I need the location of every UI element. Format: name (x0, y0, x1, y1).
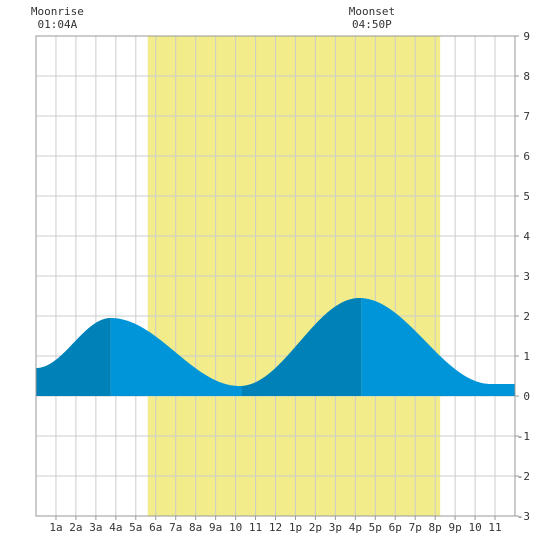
x-tick-label: 10 (229, 521, 242, 534)
x-tick-label: 8p (429, 521, 442, 534)
tide-area (36, 298, 515, 396)
moon-event-time: 01:04A (37, 18, 77, 31)
x-tick-label: 6p (389, 521, 402, 534)
moon-event-title: Moonset (349, 5, 395, 18)
y-tick-label: -2 (517, 470, 530, 483)
y-tick-label: 5 (523, 190, 530, 203)
y-tick-label: -1 (517, 430, 530, 443)
tide-segment (110, 318, 242, 396)
grid-lines (36, 36, 515, 516)
x-tick-label: 9a (209, 521, 222, 534)
x-tick-label: 1a (49, 521, 62, 534)
x-tick-label: 6a (149, 521, 162, 534)
y-tick-label: 7 (523, 110, 530, 123)
y-tick-label: 3 (523, 270, 530, 283)
moon-event-time: 04:50P (352, 18, 392, 31)
x-tick-label: 12 (269, 521, 282, 534)
x-tick-label: 1p (289, 521, 302, 534)
x-tick-label: 8a (189, 521, 202, 534)
y-tick-label: -3 (517, 510, 530, 523)
x-tick-label: 11 (488, 521, 501, 534)
x-tick-label: 10 (468, 521, 481, 534)
x-tick-label: 3p (329, 521, 342, 534)
x-tick-label: 7a (169, 521, 182, 534)
x-tick-label: 7p (409, 521, 422, 534)
y-tick-label: 1 (523, 350, 530, 363)
x-tick-label: 3a (89, 521, 102, 534)
x-tick-label: 2a (69, 521, 82, 534)
tide-segment (36, 318, 111, 396)
tide-segment (241, 298, 362, 396)
x-tick-label: 2p (309, 521, 322, 534)
x-tick-label: 4a (109, 521, 122, 534)
y-tick-label: 4 (523, 230, 530, 243)
y-tick-label: 9 (523, 30, 530, 43)
moon-event-title: Moonrise (31, 5, 84, 18)
y-tick-label: 8 (523, 70, 530, 83)
y-axis: -3 -2 -1 0 1 2 3 4 5 6 7 8 9 (515, 30, 530, 523)
y-tick-label: 2 (523, 310, 530, 323)
x-tick-label: 5a (129, 521, 142, 534)
x-tick-label: 4p (349, 521, 362, 534)
tide-segment (361, 298, 515, 396)
y-tick-label: 0 (523, 390, 530, 403)
x-tick-label: 9p (449, 521, 462, 534)
x-axis: 1a 2a 3a 4a 5a 6a 7a 8a 9a 10 11 12 1p 2p 3p 4p 5p 6p 7p 8p… (49, 516, 502, 534)
y-tick-label: 6 (523, 150, 530, 163)
x-tick-label: 11 (249, 521, 262, 534)
x-tick-label: 5p (369, 521, 382, 534)
